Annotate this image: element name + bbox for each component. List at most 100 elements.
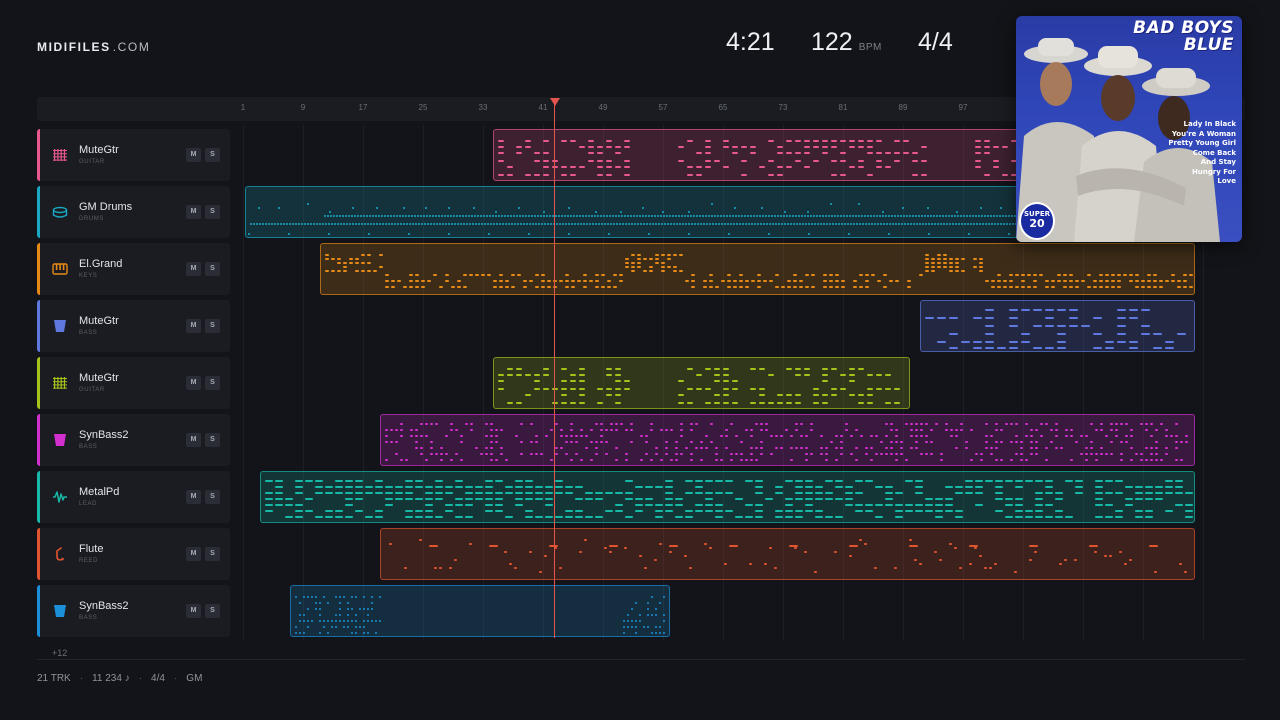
mute-button[interactable]: M	[186, 547, 201, 561]
solo-button[interactable]: S	[205, 604, 220, 618]
mute-button[interactable]: M	[186, 490, 201, 504]
midi-note	[937, 258, 941, 260]
midi-note	[349, 258, 353, 260]
midi-note	[418, 223, 420, 225]
playhead-handle[interactable]	[549, 98, 560, 106]
midi-note	[973, 258, 977, 260]
midi-note	[685, 480, 693, 482]
midi-clip[interactable]	[920, 300, 1195, 352]
midi-note	[661, 254, 665, 256]
midi-clip[interactable]	[492, 357, 910, 409]
midi-note	[838, 223, 840, 225]
track-header[interactable]: MuteGtr GUITAR M S	[37, 357, 230, 409]
midi-note	[930, 215, 932, 217]
midi-note	[969, 215, 971, 217]
track-header[interactable]: SynBass2 BASS M S	[37, 585, 230, 637]
midi-note	[942, 215, 944, 217]
midi-note	[327, 215, 329, 217]
playhead-line[interactable]	[553, 104, 555, 638]
midi-clip[interactable]	[260, 471, 1195, 523]
midi-note	[1160, 423, 1163, 425]
midi-note	[725, 447, 728, 449]
midi-note	[898, 223, 900, 225]
midi-note	[1150, 423, 1153, 425]
midi-clip[interactable]	[320, 243, 1195, 295]
midi-note	[690, 423, 693, 425]
midi-note	[1141, 280, 1145, 282]
midi-note	[569, 388, 576, 390]
midi-note	[755, 447, 758, 449]
midi-note	[669, 215, 671, 217]
midi-clip[interactable]	[380, 528, 1195, 580]
midi-note	[613, 274, 617, 276]
midi-note	[565, 486, 573, 488]
mute-button[interactable]: M	[186, 319, 201, 333]
midi-note	[456, 215, 458, 217]
midi-note	[828, 215, 830, 217]
midi-note	[596, 146, 603, 148]
midi-note	[583, 280, 587, 282]
solo-button[interactable]: S	[205, 148, 220, 162]
midi-note	[335, 614, 337, 616]
solo-button[interactable]: S	[205, 319, 220, 333]
more-tracks-indicator[interactable]: +12	[52, 648, 68, 658]
midi-note	[1145, 447, 1148, 449]
mute-button[interactable]: M	[186, 376, 201, 390]
midi-note	[652, 223, 654, 225]
mute-button[interactable]: M	[186, 604, 201, 618]
midi-note	[405, 480, 413, 482]
midi-note	[992, 166, 999, 168]
midi-note	[713, 368, 720, 370]
solo-button[interactable]: S	[205, 205, 220, 219]
mute-button[interactable]: M	[186, 262, 201, 276]
solo-button[interactable]: S	[205, 433, 220, 447]
solo-button[interactable]: S	[205, 547, 220, 561]
midi-note	[868, 223, 870, 225]
midi-note	[742, 223, 744, 225]
midi-note	[311, 596, 313, 598]
track-header[interactable]: El.Grand KEYS M S	[37, 243, 230, 295]
midi-note	[1100, 447, 1103, 449]
track-color-stripe	[37, 243, 40, 295]
track-header[interactable]: SynBass2 BASS M S	[37, 414, 230, 466]
midi-clip[interactable]	[290, 585, 670, 637]
midi-note	[667, 254, 671, 256]
midi-note	[903, 215, 905, 217]
track-header[interactable]: MetalPd LEAD M S	[37, 471, 230, 523]
track-header[interactable]: MuteGtr BASS M S	[37, 300, 230, 352]
solo-button[interactable]: S	[205, 490, 220, 504]
midi-note	[1045, 423, 1048, 425]
solo-button[interactable]: S	[205, 376, 220, 390]
midi-note	[835, 286, 839, 288]
midi-note	[576, 215, 578, 217]
track-header[interactable]: GM Drums DRUMS M S	[37, 186, 230, 238]
mute-button[interactable]: M	[186, 148, 201, 162]
midi-note	[542, 174, 549, 176]
midi-note	[472, 207, 475, 209]
mute-button[interactable]: M	[186, 205, 201, 219]
track-header[interactable]: MuteGtr GUITAR M S	[37, 129, 230, 181]
midi-note	[339, 602, 341, 604]
grid-line	[903, 125, 904, 640]
midi-note	[600, 429, 603, 431]
midi-clip[interactable]	[380, 414, 1195, 466]
midi-note	[1117, 333, 1126, 335]
midi-note	[1117, 309, 1126, 311]
midi-note	[835, 447, 838, 449]
track-header[interactable]: Flute REED M S	[37, 528, 230, 580]
midi-note	[524, 140, 531, 142]
ruler-tick-label: 9	[300, 103, 306, 112]
midi-note	[991, 286, 995, 288]
midi-note	[586, 223, 588, 225]
midi-note	[369, 215, 371, 217]
midi-note	[442, 223, 444, 225]
midi-note	[475, 486, 483, 488]
midi-note	[974, 140, 981, 142]
mute-button[interactable]: M	[186, 433, 201, 447]
midi-note	[495, 510, 503, 512]
solo-button[interactable]: S	[205, 262, 220, 276]
midi-note	[715, 447, 718, 449]
midi-note	[471, 215, 473, 217]
midi-note	[530, 423, 533, 425]
midi-note	[935, 498, 943, 500]
